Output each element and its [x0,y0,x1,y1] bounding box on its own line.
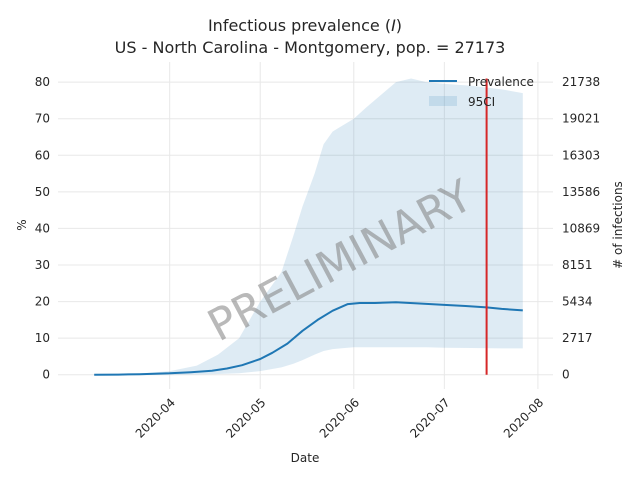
chart-title: Infectious prevalence (I) [208,16,402,35]
title-symbol: I [391,16,396,35]
y2-tick-labels: 0 2717 5434 8151 10869 13586 16303 19021 21738 [562,75,600,382]
y-tick-label-5: 50 [35,185,50,199]
y-tick-label-6: 60 [35,148,50,162]
grid-lines [58,62,553,389]
y2-tick-label-5: 13586 [562,185,600,199]
y2-tick-label-3: 8151 [562,258,593,272]
y2-tick-label-2: 5434 [562,295,593,309]
legend-label-prevalence: Prevalence [468,75,534,89]
x-tick-label-2: 2020-06 [317,395,362,440]
x-tick-labels: 2020-04 2020-05 2020-06 2020-07 2020-08 [133,395,547,440]
title-suffix: ) [396,16,402,35]
legend-band-swatch [429,96,457,106]
y-tick-label-1: 10 [35,331,50,345]
y-tick-label-4: 40 [35,221,50,235]
y2-tick-label-0: 0 [562,368,570,382]
series-line-0 [94,301,523,376]
y-tick-label-3: 30 [35,258,50,272]
y2-tick-label-7: 19021 [562,112,600,126]
legend-label-95ci: 95CI [468,95,495,109]
y2-tick-label-4: 10869 [562,221,600,235]
ci-band [94,78,523,375]
ci-band-layer [94,78,523,375]
x-tick-label-3: 2020-07 [407,395,452,440]
x-tick-label-4: 2020-08 [501,395,546,440]
y2-tick-label-6: 16303 [562,148,600,162]
y-axis-label: % [15,219,29,230]
y-tick-label-7: 70 [35,112,50,126]
x-tick-label-0: 2020-04 [133,395,178,440]
x-tick-label-1: 2020-05 [223,395,268,440]
y2-tick-label-8: 21738 [562,75,600,89]
series-line-layer [94,301,523,376]
y2-tick-label-1: 2717 [562,331,593,345]
y-tick-label-0: 0 [42,368,50,382]
chart-subtitle: US - North Carolina - Montgomery, pop. =… [115,38,506,57]
y-tick-label-2: 20 [35,295,50,309]
x-axis-label: Date [291,451,320,465]
legend: Prevalence 95CI [429,75,534,109]
plot-area-background [58,62,553,389]
y-tick-label-8: 80 [35,75,50,89]
y2-axis-label: # of infections [611,181,625,269]
y-tick-labels: 0 10 20 30 40 50 60 70 80 [35,75,50,382]
title-prefix: Infectious prevalence ( [208,16,391,35]
